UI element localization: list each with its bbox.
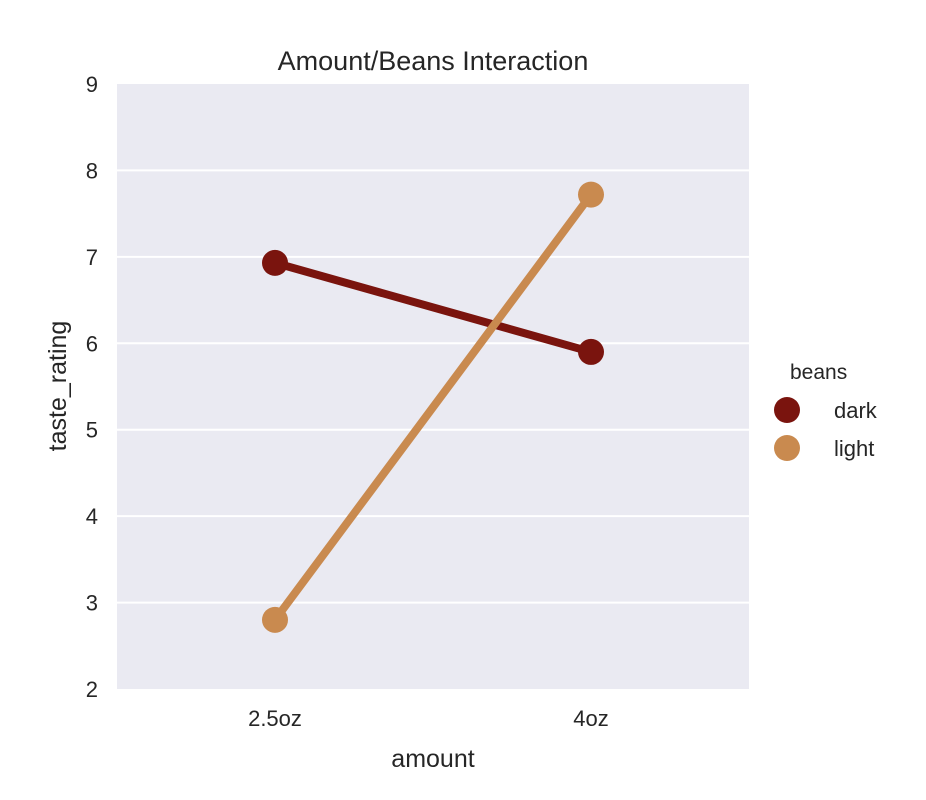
y-tick-label-3: 3 bbox=[86, 591, 98, 616]
point-light-4oz bbox=[578, 182, 604, 208]
point-dark-2.5oz bbox=[262, 250, 288, 276]
y-tick-label-7: 7 bbox=[86, 245, 98, 270]
y-tick-label-6: 6 bbox=[86, 331, 98, 356]
legend-title: beans bbox=[790, 361, 847, 384]
legend-label-dark: dark bbox=[834, 398, 878, 423]
point-dark-4oz bbox=[578, 339, 604, 365]
y-axis-label: taste_rating bbox=[44, 321, 72, 452]
point-light-2.5oz bbox=[262, 607, 288, 633]
x-tick-label-4oz: 4oz bbox=[573, 706, 608, 731]
legend-marker-dark bbox=[774, 397, 800, 423]
legend-label-light: light bbox=[834, 436, 874, 461]
y-tick-label-4: 4 bbox=[86, 504, 98, 529]
x-axis-label: amount bbox=[391, 745, 474, 773]
plot-area bbox=[117, 84, 749, 689]
x-tick-label-2.5oz: 2.5oz bbox=[248, 706, 302, 731]
legend: beans dark light bbox=[774, 361, 878, 461]
y-tick-label-5: 5 bbox=[86, 418, 98, 443]
legend-marker-light bbox=[774, 435, 800, 461]
y-tick-label-2: 2 bbox=[86, 677, 98, 702]
chart-title: Amount/Beans Interaction bbox=[278, 46, 589, 76]
y-tick-label-9: 9 bbox=[86, 72, 98, 97]
x-axis-ticks: 2.5oz 4oz bbox=[248, 706, 609, 731]
y-axis-ticks: 2 3 4 5 6 7 8 9 bbox=[86, 72, 98, 702]
y-tick-label-8: 8 bbox=[86, 158, 98, 183]
